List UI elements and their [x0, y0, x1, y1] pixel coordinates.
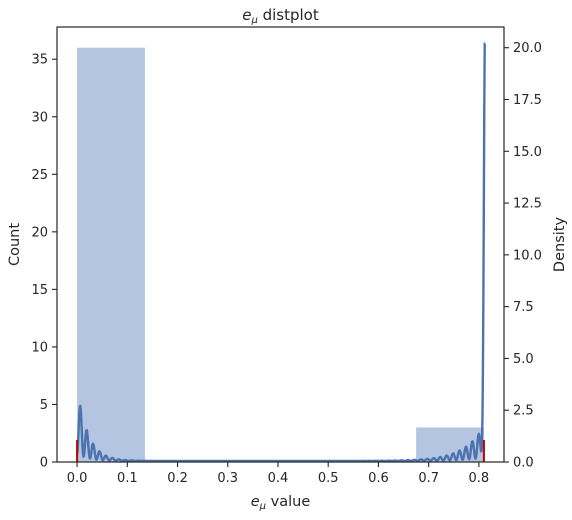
axis-labels: eμ distplot eμ value Count Density — [7, 6, 568, 512]
y-right-tick-label-8: 20.0 — [513, 41, 542, 56]
kde-curve-group — [75, 42, 486, 463]
x-tick-label-1: 0.1 — [117, 471, 138, 486]
y-left-tick-label-3: 15 — [31, 283, 48, 298]
plot-frame — [56, 26, 505, 463]
y-right-tick-label-0: 0.0 — [513, 456, 534, 471]
x-tick-label-7: 0.7 — [418, 471, 439, 486]
x-tick-label-6: 0.6 — [368, 471, 389, 486]
histogram-bars — [77, 47, 484, 462]
y-left-axis-label: Count — [7, 223, 23, 266]
y-left-tick-label-0: 0 — [40, 456, 48, 471]
y-left-tick-label-4: 20 — [31, 225, 48, 240]
y-right-tick-label-2: 5.0 — [513, 352, 534, 367]
kde-line — [75, 42, 486, 463]
y-right-axis-label: Density — [552, 217, 568, 273]
y-right-tick-label-7: 17.5 — [513, 93, 542, 108]
y-right-tick-label-4: 10.0 — [513, 248, 542, 263]
x-tick-label-5: 0.5 — [318, 471, 339, 486]
y-left-tick-label-2: 10 — [31, 340, 48, 355]
y-right-tick-label-5: 12.5 — [513, 197, 542, 212]
y-right-tick-label-1: 2.5 — [513, 404, 534, 419]
histogram-bar-0 — [77, 47, 145, 462]
x-tick-label-3: 0.3 — [217, 471, 238, 486]
chart-title: eμ distplot — [242, 6, 319, 26]
y-left-tick-label-7: 35 — [31, 53, 48, 68]
y-left-tick-label-1: 5 — [40, 398, 48, 413]
rug-marks — [76, 440, 485, 462]
y-left-tick-label-6: 30 — [31, 110, 48, 125]
y-right-tick-label-3: 7.5 — [513, 300, 534, 315]
y-left-tick-label-5: 25 — [31, 168, 48, 183]
x-axis-label: eμ value — [251, 494, 311, 512]
axes — [56, 26, 505, 463]
x-tick-label-2: 0.2 — [167, 471, 188, 486]
x-tick-label-0: 0.0 — [67, 471, 88, 486]
x-tick-label-4: 0.4 — [268, 471, 289, 486]
tick-marks: 0.0 0.1 0.2 0.3 0.4 0.5 0.6 0.7 0.8 0 5 10 15 20 25 30 3… — [31, 41, 542, 486]
y-right-tick-label-6: 15.0 — [513, 145, 542, 160]
x-tick-label-8: 0.8 — [469, 471, 490, 486]
